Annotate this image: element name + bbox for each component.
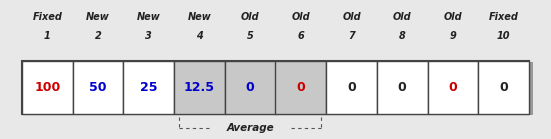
Text: Old: Old <box>241 12 260 22</box>
Text: Old: Old <box>444 12 462 22</box>
Text: Old: Old <box>393 12 412 22</box>
Bar <box>73 61 123 114</box>
Text: 0: 0 <box>499 81 508 94</box>
Text: 4: 4 <box>196 31 203 41</box>
Text: New: New <box>137 12 161 22</box>
Bar <box>428 61 478 114</box>
Text: Fixed: Fixed <box>33 12 62 22</box>
Text: 0: 0 <box>347 81 356 94</box>
Text: 7: 7 <box>348 31 355 41</box>
Text: Average: Average <box>226 123 274 133</box>
Bar <box>123 61 174 114</box>
Bar <box>174 61 225 114</box>
Bar <box>22 61 73 114</box>
Text: 6: 6 <box>298 31 304 41</box>
Text: New: New <box>86 12 110 22</box>
Bar <box>478 61 529 114</box>
Text: 12.5: 12.5 <box>184 81 215 94</box>
Text: 5: 5 <box>247 31 253 41</box>
Text: New: New <box>187 12 212 22</box>
Text: 0: 0 <box>398 81 407 94</box>
Text: 25: 25 <box>140 81 158 94</box>
Text: 8: 8 <box>399 31 406 41</box>
Bar <box>26 62 533 115</box>
Bar <box>225 61 276 114</box>
Text: 10: 10 <box>497 31 510 41</box>
Text: Old: Old <box>342 12 361 22</box>
Text: 0: 0 <box>296 81 305 94</box>
Text: Old: Old <box>291 12 310 22</box>
Text: 1: 1 <box>44 31 51 41</box>
Text: 0: 0 <box>449 81 457 94</box>
Bar <box>22 61 529 114</box>
Text: 0: 0 <box>246 81 255 94</box>
Text: Fixed: Fixed <box>489 12 518 22</box>
Text: 2: 2 <box>95 31 101 41</box>
Text: 3: 3 <box>145 31 152 41</box>
Text: 100: 100 <box>34 81 61 94</box>
Bar <box>276 61 326 114</box>
Bar <box>326 61 377 114</box>
Bar <box>377 61 428 114</box>
Text: 50: 50 <box>89 81 107 94</box>
Text: 9: 9 <box>450 31 456 41</box>
